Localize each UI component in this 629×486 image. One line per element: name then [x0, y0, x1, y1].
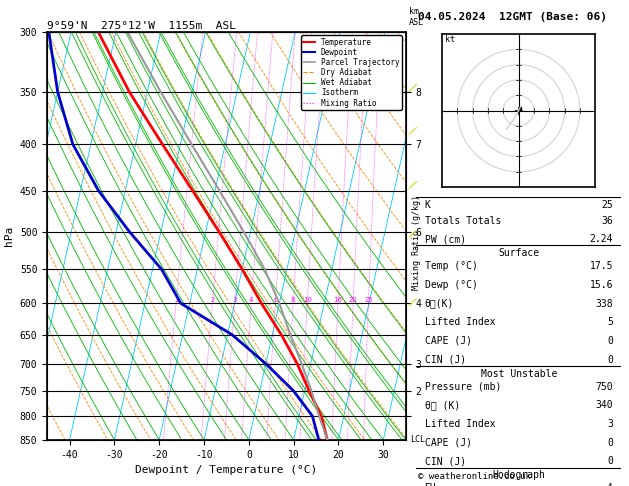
- Text: EH: EH: [425, 484, 437, 486]
- Text: /: /: [408, 81, 418, 94]
- Text: Totals Totals: Totals Totals: [425, 215, 501, 226]
- Text: Mixing Ratio (g/kg): Mixing Ratio (g/kg): [412, 195, 421, 291]
- Text: CIN (J): CIN (J): [425, 355, 465, 364]
- Text: 6: 6: [273, 297, 277, 303]
- Text: 340: 340: [596, 400, 613, 410]
- Text: 0: 0: [608, 355, 613, 364]
- Text: /: /: [408, 178, 418, 191]
- Text: 15.6: 15.6: [590, 280, 613, 290]
- Text: CAPE (J): CAPE (J): [425, 438, 472, 448]
- Text: 36: 36: [601, 215, 613, 226]
- Text: -4: -4: [601, 484, 613, 486]
- Text: Hodograph: Hodograph: [493, 470, 545, 480]
- Text: Lifted Index: Lifted Index: [425, 419, 495, 429]
- Text: Surface: Surface: [498, 248, 540, 258]
- Text: θᴇ(K): θᴇ(K): [425, 298, 454, 309]
- Text: © weatheronline.co.uk: © weatheronline.co.uk: [418, 472, 531, 481]
- Text: km
ASL: km ASL: [409, 7, 424, 27]
- Text: kt: kt: [445, 35, 455, 44]
- X-axis label: Dewpoint / Temperature (°C): Dewpoint / Temperature (°C): [135, 465, 318, 475]
- Y-axis label: hPa: hPa: [4, 226, 14, 246]
- Text: 338: 338: [596, 298, 613, 309]
- Text: CIN (J): CIN (J): [425, 456, 465, 467]
- Text: 5: 5: [608, 317, 613, 327]
- Text: CAPE (J): CAPE (J): [425, 336, 472, 346]
- Text: 8: 8: [291, 297, 296, 303]
- Text: 3: 3: [608, 419, 613, 429]
- Text: K: K: [425, 200, 430, 209]
- Text: Lifted Index: Lifted Index: [425, 317, 495, 327]
- Text: /: /: [408, 124, 418, 138]
- Text: Pressure (mb): Pressure (mb): [425, 382, 501, 392]
- Text: 16: 16: [333, 297, 342, 303]
- Text: /: /: [408, 226, 418, 240]
- Text: 750: 750: [596, 382, 613, 392]
- Text: 04.05.2024  12GMT (Base: 06): 04.05.2024 12GMT (Base: 06): [418, 12, 607, 22]
- Text: 2.24: 2.24: [590, 234, 613, 244]
- Text: 17.5: 17.5: [590, 261, 613, 271]
- Text: 25: 25: [601, 200, 613, 209]
- Text: Temp (°C): Temp (°C): [425, 261, 477, 271]
- Text: PW (cm): PW (cm): [425, 234, 465, 244]
- Text: 0: 0: [608, 336, 613, 346]
- Text: /: /: [408, 295, 418, 308]
- Text: Dewp (°C): Dewp (°C): [425, 280, 477, 290]
- Text: 10: 10: [303, 297, 312, 303]
- Text: Most Unstable: Most Unstable: [481, 368, 557, 379]
- Text: 3: 3: [233, 297, 237, 303]
- Text: 9°59'N  275°12'W  1155m  ASL: 9°59'N 275°12'W 1155m ASL: [47, 21, 236, 31]
- Text: LCL: LCL: [410, 435, 425, 444]
- Text: 0: 0: [608, 456, 613, 467]
- Legend: Temperature, Dewpoint, Parcel Trajectory, Dry Adiabat, Wet Adiabat, Isotherm, Mi: Temperature, Dewpoint, Parcel Trajectory…: [301, 35, 402, 110]
- Text: 20: 20: [348, 297, 357, 303]
- Text: 1: 1: [174, 297, 178, 303]
- Text: 4: 4: [249, 297, 253, 303]
- Text: 0: 0: [608, 438, 613, 448]
- Text: θᴇ (K): θᴇ (K): [425, 400, 460, 410]
- Text: 25: 25: [364, 297, 373, 303]
- Text: 2: 2: [210, 297, 214, 303]
